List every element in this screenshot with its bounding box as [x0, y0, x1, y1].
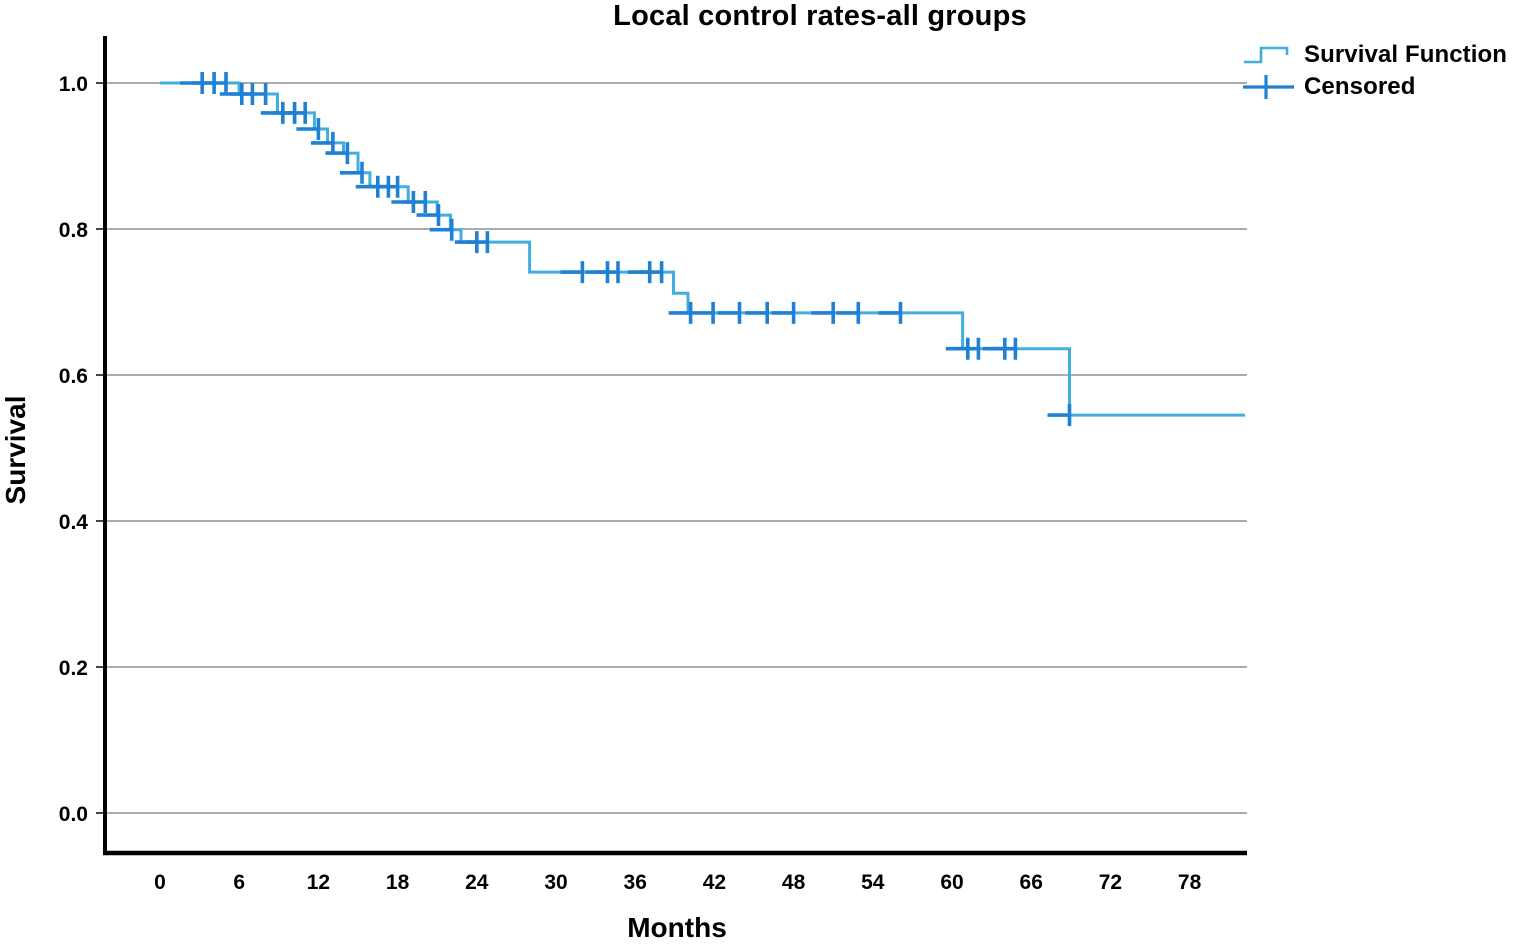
y-tick-label: 1.0 [59, 73, 88, 96]
x-tick-label: 66 [1020, 871, 1043, 894]
censor-mark [560, 261, 585, 284]
censor-mark [283, 101, 307, 124]
censor-mark [416, 204, 441, 227]
y-tick-label: 0.8 [59, 219, 89, 242]
censor-mark [691, 301, 715, 324]
censor-mark [811, 301, 835, 324]
censor-mark [993, 337, 1018, 360]
censor-mark [375, 175, 400, 198]
survival-step-line [160, 81, 1245, 417]
censor-mark [204, 72, 228, 94]
censor-mark [310, 131, 335, 154]
x-axis-title: Months [627, 912, 727, 943]
censor-mark [340, 161, 364, 184]
legend: Survival Function Censored [1242, 40, 1507, 102]
x-tick-label: 48 [782, 871, 806, 894]
censor-mark [668, 301, 693, 324]
y-axis-title: Survival [0, 395, 31, 505]
censor-mark [403, 191, 428, 213]
censor-mark [745, 301, 769, 324]
x-tick-label: 30 [544, 871, 567, 894]
y-tick-label: 0.6 [59, 365, 88, 388]
legend-item-censored: Censored [1242, 72, 1507, 102]
chart-title: Local control rates-all groups [613, 0, 1027, 32]
censor-mark [296, 118, 321, 140]
y-tick-label: 0.2 [59, 657, 88, 680]
x-tick-label: 36 [624, 871, 647, 894]
step-line-icon [1244, 46, 1289, 64]
censor-mark [717, 301, 742, 324]
censor-mark [596, 261, 620, 284]
y-tick-label: 0.4 [59, 511, 89, 534]
censored-plus-icon [1243, 75, 1294, 99]
x-tick-label: 60 [940, 871, 963, 894]
legend-item-survival-function: Survival Function [1242, 40, 1507, 70]
censor-mark [771, 301, 796, 324]
censor-mark [325, 142, 350, 165]
censor-mark [429, 218, 454, 241]
y-tick-label: 0.0 [59, 803, 88, 826]
legend-label-censored: Censored [1304, 73, 1416, 100]
censor-mark [243, 83, 268, 105]
x-tick-label: 24 [465, 871, 489, 894]
x-tick-label: 18 [386, 871, 410, 894]
censor-mark [878, 301, 903, 324]
x-tick-label: 0 [154, 871, 166, 894]
x-tick-label: 42 [703, 871, 726, 894]
x-tick-label: 6 [233, 871, 245, 894]
censor-mark [465, 231, 490, 254]
censor-mark [639, 261, 664, 284]
x-tick-label: 12 [307, 871, 330, 894]
legend-label-survival-function: Survival Function [1304, 41, 1508, 68]
x-tick-label: 78 [1178, 871, 1202, 894]
x-tick-label: 72 [1099, 871, 1122, 894]
censor-mark [1047, 404, 1072, 427]
x-tick-label: 54 [861, 871, 885, 894]
censor-mark [956, 337, 981, 360]
censor-mark [836, 301, 861, 324]
